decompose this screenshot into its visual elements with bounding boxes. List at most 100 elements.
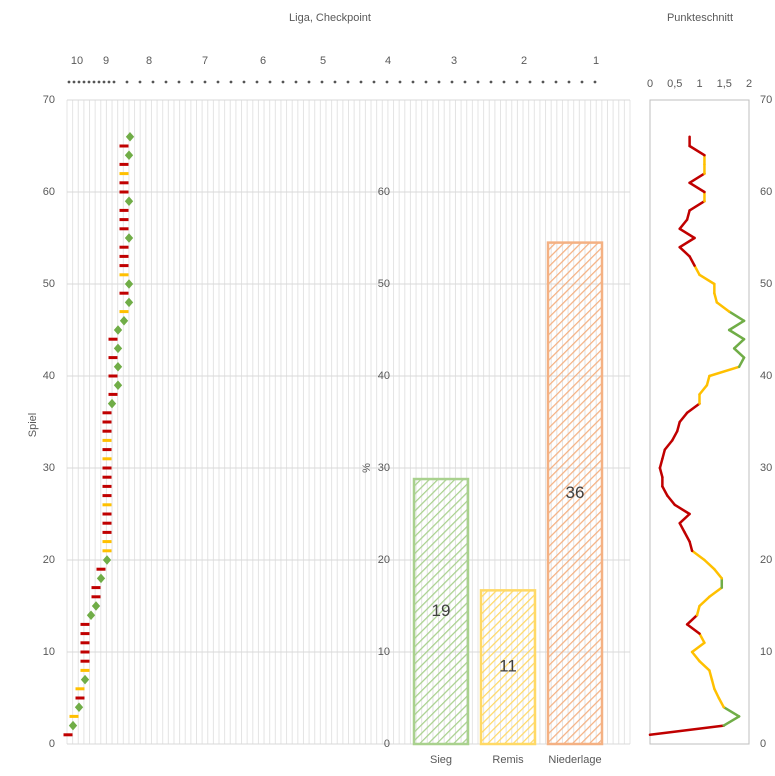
average-segment: [698, 632, 706, 645]
result-marker: [63, 733, 73, 737]
average-segment: [648, 724, 726, 737]
average-segment: [708, 586, 724, 599]
checkpoint-dot: [190, 80, 194, 84]
checkpoint-dot: [554, 80, 558, 84]
average-segment: [685, 613, 699, 626]
result-marker: [113, 343, 123, 354]
average-segment: [715, 301, 731, 313]
average-segment: [732, 337, 746, 350]
result-marker: [119, 291, 129, 295]
y-axis-label: Spiel: [27, 413, 39, 437]
result-marker: [124, 150, 134, 160]
checkpoint-dot: [107, 80, 111, 84]
checkpoint-dot: [320, 80, 324, 84]
average-segment: [695, 604, 701, 617]
checkpoint-dot: [411, 80, 415, 84]
y-tick-label: 60: [378, 186, 390, 198]
checkpoint-dot: [72, 80, 76, 84]
y-tick-label: 30: [43, 462, 55, 474]
checkpoint-dot: [424, 80, 428, 84]
average-segment: [661, 448, 667, 461]
result-marker: [119, 162, 129, 166]
average-segment: [708, 365, 741, 378]
checkpoint-dot: [112, 80, 116, 84]
result-marker: [124, 233, 134, 243]
result-marker: [80, 632, 90, 636]
result-marker: [102, 457, 112, 461]
x-tick-label: Remis: [492, 754, 524, 766]
result-marker: [102, 484, 112, 488]
y-tick-label: 50: [43, 278, 55, 290]
result-marker: [108, 356, 118, 360]
average-segment: [732, 347, 746, 359]
y-tick-label: 50: [760, 278, 772, 290]
average-segment: [678, 236, 696, 249]
y-tick-label: 0: [49, 738, 55, 750]
checkpoint-dot: [463, 80, 467, 84]
bar: [546, 241, 604, 746]
checkpoint-dot: [385, 80, 389, 84]
result-marker: [102, 494, 112, 498]
checkpoint-dot: [450, 80, 454, 84]
checkpoint-dot: [97, 80, 101, 84]
result-marker: [80, 622, 90, 626]
average-segment: [685, 623, 701, 635]
league-label: 3: [451, 55, 457, 67]
checkpoint-dot: [216, 80, 220, 84]
result-marker: [102, 540, 112, 544]
result-marker: [102, 411, 112, 415]
y-tick-label: 40: [378, 370, 390, 382]
average-segment: [713, 687, 721, 700]
average-segment: [727, 328, 746, 341]
average-segment: [698, 273, 716, 286]
average-segment: [722, 705, 741, 718]
chart-title: Liga, Checkpoint: [289, 12, 371, 24]
average-segment: [727, 319, 746, 332]
checkpoint-dot: [151, 80, 155, 84]
average-segment: [688, 172, 706, 185]
result-marker: [102, 448, 112, 452]
result-marker: [113, 325, 123, 335]
result-marker: [91, 601, 101, 611]
average-segment: [688, 199, 706, 212]
checkpoint-dot: [359, 80, 363, 84]
average-segment: [698, 383, 709, 396]
result-marker: [102, 521, 112, 525]
result-marker: [113, 362, 123, 372]
result-marker: [108, 374, 118, 378]
checkpoint-dot: [372, 80, 376, 84]
average-segment: [663, 439, 674, 451]
result-marker: [119, 172, 129, 176]
x-tick-label: 2: [746, 78, 752, 90]
average-segment: [737, 356, 746, 369]
checkpoint-dot: [398, 80, 402, 84]
result-marker: [96, 573, 106, 584]
checkpoint-dot: [102, 80, 106, 84]
result-marker: [107, 398, 117, 409]
x-tick-label: 1,5: [717, 78, 732, 90]
league-label: 4: [385, 55, 391, 67]
bar-count-label: 11: [499, 657, 517, 676]
bar-count-label: 36: [566, 483, 585, 502]
result-marker: [119, 208, 129, 212]
x-tick-label: 0,5: [667, 78, 682, 90]
result-marker: [108, 392, 118, 396]
checkpoint-dot: [502, 80, 506, 84]
result-marker: [102, 420, 112, 424]
result-marker: [102, 555, 112, 565]
average-segment: [685, 209, 691, 221]
checkpoint-dot: [476, 80, 480, 84]
result-marker: [102, 429, 112, 433]
average-segment: [688, 255, 696, 267]
plot-border: [649, 99, 750, 745]
checkpoint-dot: [177, 80, 181, 84]
result-marker: [75, 696, 85, 700]
y-tick-label: 40: [43, 370, 55, 382]
average-segment: [693, 264, 701, 277]
result-marker: [86, 610, 96, 620]
y-tick-label: 20: [378, 554, 390, 566]
result-marker: [80, 641, 90, 645]
league-label: 9: [103, 55, 109, 67]
average-segment: [690, 549, 706, 562]
result-marker: [102, 530, 112, 534]
